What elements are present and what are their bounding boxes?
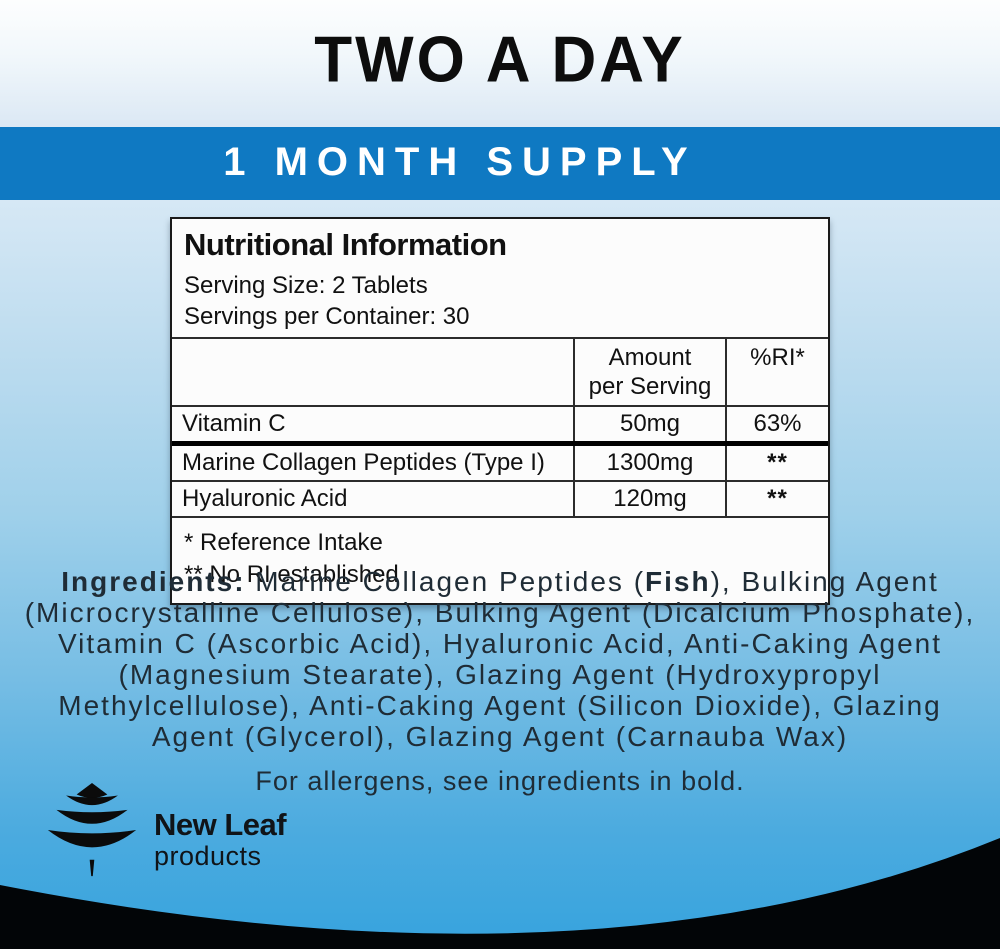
brand-name: New Leaf [154, 807, 287, 842]
ingredients-text-1: Marine Collagen Peptides ( [245, 566, 646, 597]
label-body: Nutritional Information Serving Size: 2 … [0, 200, 1000, 949]
nutrition-table-title: Nutritional Information [184, 227, 507, 262]
brand-text: New Leaf products [154, 783, 287, 879]
nutrient-name: Hyaluronic Acid [182, 485, 348, 512]
bottom-curve-shape [0, 838, 1000, 949]
footnote-no-ri: ** No RI established [184, 561, 399, 588]
ingredients-allergen-fish: Fish [645, 566, 711, 597]
table-row-vitamin-c: Vitamin C 50mg 63% [172, 405, 828, 441]
nutrient-ri: ** [725, 482, 828, 516]
footnote-reference-intake: * Reference Intake [184, 529, 383, 556]
bottom-curve [0, 834, 1000, 949]
brand-subtitle: products [154, 841, 262, 871]
column-header-amount-line2: per Serving [588, 373, 712, 400]
column-header-ri: %RI* [725, 339, 828, 405]
table-column-header-row: Amount per Serving %RI* [172, 337, 828, 405]
table-row-marine-collagen: Marine Collagen Peptides (Type I) 1300mg… [172, 441, 828, 480]
nutrient-name: Vitamin C [182, 410, 286, 437]
tiered-tree-icon [47, 783, 137, 877]
page-title: TWO A DAY [314, 24, 686, 97]
nutrient-amount: 50mg [573, 407, 725, 441]
nutrition-table-header: Nutritional Information Serving Size: 2 … [172, 219, 828, 337]
supply-banner-text: 1 MONTH SUPPLY [223, 140, 697, 184]
servings-per-container-line: Servings per Container: 30 [184, 303, 470, 330]
ingredients-label: Ingredients: [61, 566, 246, 597]
nutrient-amount: 1300mg [573, 446, 725, 480]
allergen-note: For allergens, see ingredients in bold. [255, 766, 745, 796]
nutrient-amount: 120mg [573, 482, 725, 516]
ingredients-paragraph: Ingredients: Marine Collagen Peptides (F… [20, 566, 980, 752]
nutrition-table: Nutritional Information Serving Size: 2 … [170, 217, 830, 605]
serving-size-line: Serving Size: 2 Tablets [184, 272, 428, 299]
column-header-amount-line1: Amount [608, 344, 692, 371]
nutrient-ri: 63% [725, 407, 828, 441]
nutrient-name: Marine Collagen Peptides (Type I) [182, 449, 545, 476]
table-row-hyaluronic-acid: Hyaluronic Acid 120mg ** [172, 480, 828, 516]
column-header-blank [172, 339, 573, 405]
nutrient-ri: ** [725, 446, 828, 480]
brand-logo: New Leaf products [44, 783, 287, 879]
table-footnotes: * Reference Intake ** No RI established [172, 516, 828, 603]
supply-banner: 1 MONTH SUPPLY [0, 127, 1000, 200]
column-header-amount: Amount per Serving [573, 339, 725, 405]
ingredients-text-2: ), Bulking Agent (Microcrystalline Cellu… [24, 566, 976, 752]
top-band: TWO A DAY [0, 0, 1000, 127]
